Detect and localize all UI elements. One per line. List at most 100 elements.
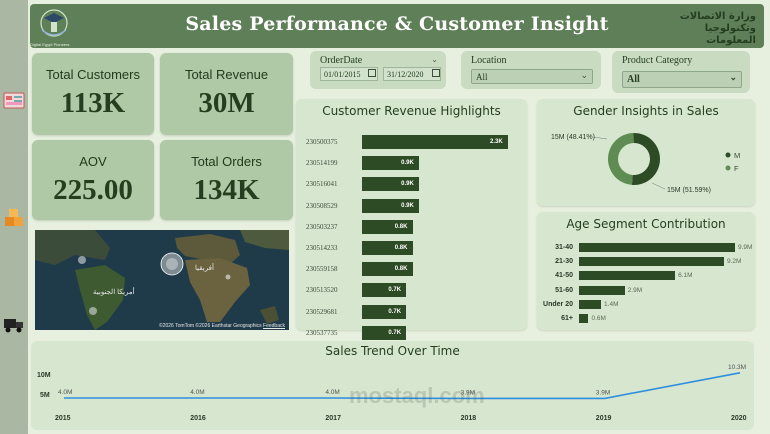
chevron-down-icon: ⌄ [729, 72, 737, 82]
map-feedback-link[interactable]: Feedback [263, 323, 285, 329]
x-tick-label: 2020 [731, 415, 747, 422]
trend-data-label: 10.3M [728, 364, 746, 371]
start-date-input[interactable]: 01/01/2015 [320, 67, 378, 81]
gender-panel: Gender Insights in Sales 15M (48.41%) 15M… [537, 99, 755, 206]
bar-value-label: 0.9K [401, 160, 414, 167]
sales-trend-chart: 10M 5M 4.0M 2015 4.0M 2016 4.0M 2017 3.9M 2018 3.9… [37, 364, 747, 422]
product-category-select[interactable]: All ⌄ [622, 71, 742, 88]
trend-data-label: 4.0M [58, 389, 72, 396]
kpi-total-customers: Total Customers 113K [32, 53, 154, 135]
map-bubble[interactable] [225, 274, 231, 280]
ministry-logo: وزارة الاتصالات وتكنولوجيا المعلومات [679, 11, 756, 46]
revenue-bar [362, 325, 407, 340]
bar-category-label: 230514199 [306, 159, 338, 168]
gender-data-label: 15M (48.41%) [551, 134, 595, 141]
age-value-label: 9.9M [738, 244, 753, 251]
location-filter[interactable]: Location All ⌄ [461, 51, 601, 89]
revenue-bar [362, 198, 420, 213]
x-tick-label: 2016 [190, 415, 206, 422]
bar-value-label: 0.7K [388, 308, 402, 315]
sidebar [0, 0, 28, 434]
bar-category-label: 230508529 [306, 201, 338, 210]
revenue-bar [362, 241, 413, 255]
page-title: Sales Performance & Customer Insight [185, 13, 609, 35]
age-bar [579, 257, 724, 267]
calendar-icon[interactable] [368, 69, 376, 77]
location-select[interactable]: All ⌄ [471, 69, 593, 84]
kpi-value: 225.00 [53, 174, 133, 206]
panel-title: Gender Insights in Sales [573, 104, 719, 118]
gender-slice-m[interactable] [631, 133, 660, 185]
age-value-label: 2.9M [627, 286, 643, 294]
legend-label: M [734, 151, 740, 160]
bar-category-label: 230514233 [306, 244, 338, 252]
bar-value-label: 0.7K [388, 287, 402, 294]
map-canvas[interactable] [35, 230, 289, 330]
age-value-label: 0.6M [591, 315, 606, 322]
filter-label: Location [471, 55, 507, 66]
map-bubbles [78, 252, 231, 315]
customer-revenue-panel: Customer Revenue Highlights 230500375 2.3… [296, 99, 527, 340]
age-category-label: Under 20 [543, 300, 573, 308]
sales-trend-panel: Sales Trend Over Time 10M 5M 4.0M 2015 4.0M 2… [31, 341, 754, 430]
revenue-bar [362, 262, 413, 277]
header-bar: Digital Egypt Pioneers Sales Performance… [30, 4, 764, 48]
x-tick-label: 2018 [461, 415, 477, 422]
kpi-total-revenue: Total Revenue 30M [160, 53, 293, 135]
logo-caption: Digital Egypt Pioneers [30, 42, 70, 47]
digital-egypt-logo [40, 9, 68, 37]
age-category-label: 21-30 [555, 258, 573, 266]
bar-category-label: 230513520 [306, 286, 338, 295]
map-bubble[interactable] [89, 307, 97, 315]
bar-category-label: 230529681 [306, 307, 338, 316]
age-category-label: 51-60 [555, 286, 573, 294]
age-value-label: 6.1M [678, 272, 693, 280]
trend-data-label: 4.0M [325, 389, 339, 396]
bar-value-label: 0.8K [394, 266, 408, 273]
kpi-aov: AOV 225.00 [32, 140, 154, 220]
leader-line [651, 182, 666, 190]
bar-category-label: 230500375 [306, 138, 338, 146]
legend-swatch [725, 152, 731, 158]
legend-swatch [725, 165, 731, 171]
y-tick-label: 10M [37, 372, 51, 379]
product-category-filter[interactable]: Product Category All ⌄ [612, 51, 750, 93]
calendar-icon[interactable] [432, 69, 440, 77]
kpi-value: 113K [60, 87, 126, 119]
kpi-label: AOV [79, 154, 107, 169]
age-value-label: 9.2M [726, 258, 742, 266]
kpi-label: Total Customers [46, 67, 140, 82]
kpi-total-orders: Total Orders 134K [160, 140, 293, 220]
bar-category-label: 230559158 [306, 265, 338, 274]
map-attribution: ©2026 TomTom ©2026 Earthstar Geographics… [159, 323, 285, 329]
chevron-down-icon[interactable]: ⌄ [431, 55, 438, 64]
gender-data-label: 15M (51.59%) [667, 187, 711, 194]
trend-data-label: 4.0M [190, 389, 204, 396]
revenue-bar [362, 177, 420, 192]
revenue-bar [362, 283, 407, 298]
order-date-filter[interactable]: OrderDate ⌄ 01/01/2015 31/12/2020 [310, 51, 446, 89]
kpi-value: 30M [198, 87, 255, 119]
end-date-input[interactable]: 31/12/2020 [383, 67, 441, 81]
report-icon[interactable] [2, 90, 26, 112]
sales-map[interactable]: أمريكا الجنوبية أفريقيا ©2026 TomTom ©20… [35, 230, 289, 330]
bar-category-label: 230503237 [306, 222, 338, 231]
map-bubble[interactable] [160, 252, 184, 276]
age-panel: Age Segment Contribution 31-40 9.9M 21-30 9… [537, 212, 755, 330]
panel-title: Sales Trend Over Time [325, 344, 460, 358]
age-category-label: 61+ [561, 315, 573, 322]
gender-slice-f[interactable] [608, 133, 634, 185]
kpi-label: Total Revenue [184, 67, 269, 82]
boxes-icon[interactable] [2, 207, 26, 229]
map-bubble-inner [166, 258, 178, 270]
revenue-bar [362, 219, 413, 234]
map-bubble[interactable] [78, 256, 86, 264]
bar-value-label: 0.9K [401, 181, 414, 188]
x-tick-label: 2017 [325, 415, 341, 422]
age-value-label: 1.4M [604, 300, 619, 308]
age-bar [579, 243, 735, 252]
legend-label: F [734, 164, 739, 173]
age-bar [579, 285, 625, 295]
delivery-truck-icon[interactable] [2, 313, 26, 335]
sales-trend-line[interactable] [64, 372, 741, 400]
